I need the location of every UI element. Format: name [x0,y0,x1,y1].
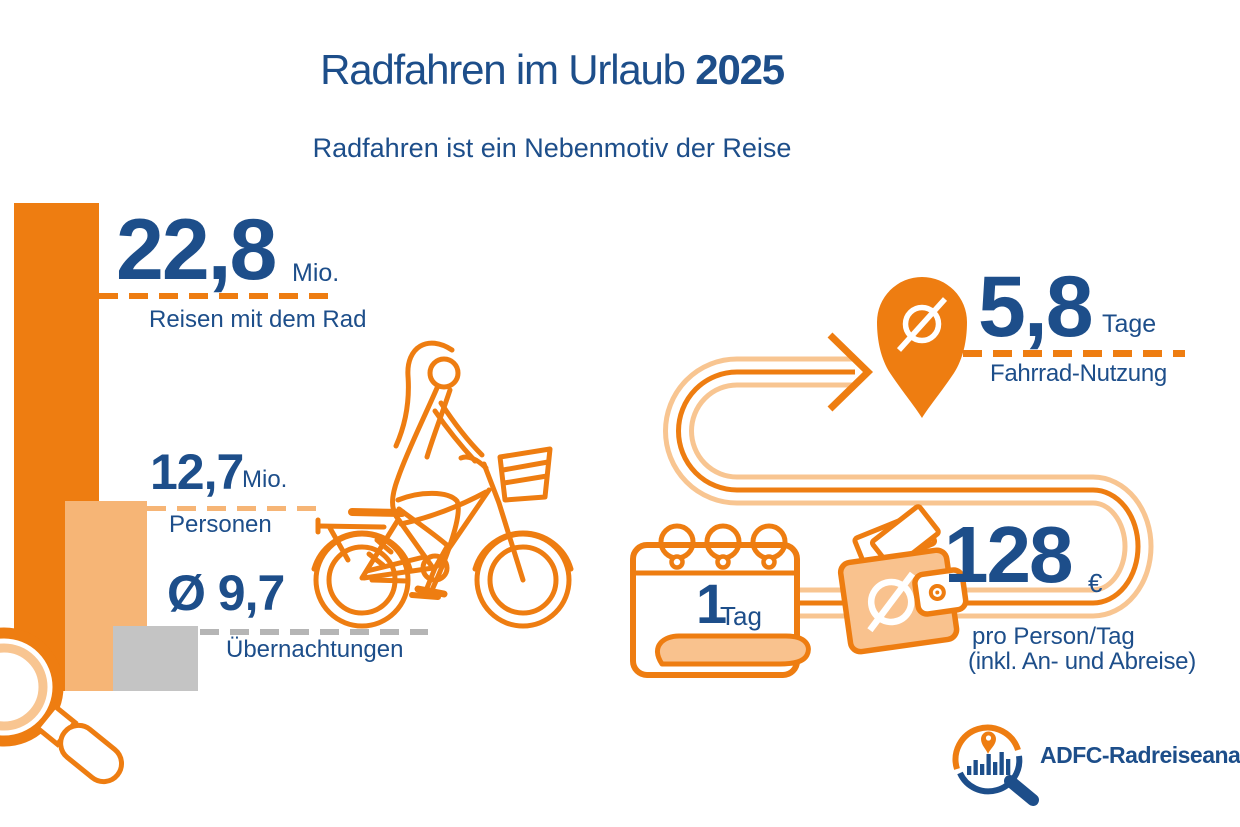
bicycle-rider-illustration [311,340,574,629]
stat-cost-unit: € [1088,568,1103,598]
stat-uebernachtungen-label: Übernachtungen [226,636,404,663]
dashed-line-reisen [99,293,328,299]
page-subtitle: Radfahren ist ein Nebenmotiv der Reise [312,133,792,163]
bar-uebernachtungen [113,626,198,691]
stat-personen-unit: Mio. [242,466,288,493]
calendar-unit: Tag [720,601,762,631]
stat-cost-label-1: pro Person/Tag [972,623,1135,650]
diameter-symbol [867,571,916,633]
calendar-icon [630,523,811,678]
location-pin-icon [877,277,967,418]
stat-reisen-unit: Mio. [292,259,340,287]
title-year: 2025 [695,46,785,93]
stat-personen-value: 12,7 [150,444,244,500]
logo-bar-chart [967,752,1011,775]
stat-days-label: Fahrrad-Nutzung [990,360,1167,387]
brand-name: ADFC-Radreiseanalyse [1040,742,1240,768]
magnifying-glass-illustration [0,627,125,785]
logo-pin-icon [981,731,996,754]
calendar-value: 1 [696,572,727,635]
stat-days-unit: Tage [1102,310,1157,338]
page-title: Radfahren im Urlaub 2025 [0,46,1104,94]
wallet-icon [837,504,969,655]
stat-uebernachtungen-value: Ø 9,7 [167,565,285,621]
stat-personen-label: Personen [169,511,272,538]
dashed-line-personen [147,506,322,511]
stat-reisen-value: 22,8 [116,202,277,298]
dashed-line-uebernachtungen [200,629,428,635]
arrow-right-icon [827,332,874,412]
adfc-logo-icon [952,724,1039,806]
stat-days-value: 5,8 [978,259,1094,355]
stat-cost-value: 128 [944,510,1073,599]
diameter-symbol [896,297,948,352]
title-text: Radfahren im Urlaub [320,46,686,93]
dashed-line-fahrrad-nutzung [963,350,1185,357]
route-path-illustration [663,332,1154,619]
stat-reisen-label: Reisen mit dem Rad [149,306,367,333]
stat-cost-label-2: (inkl. An- und Abreise) [968,648,1196,675]
